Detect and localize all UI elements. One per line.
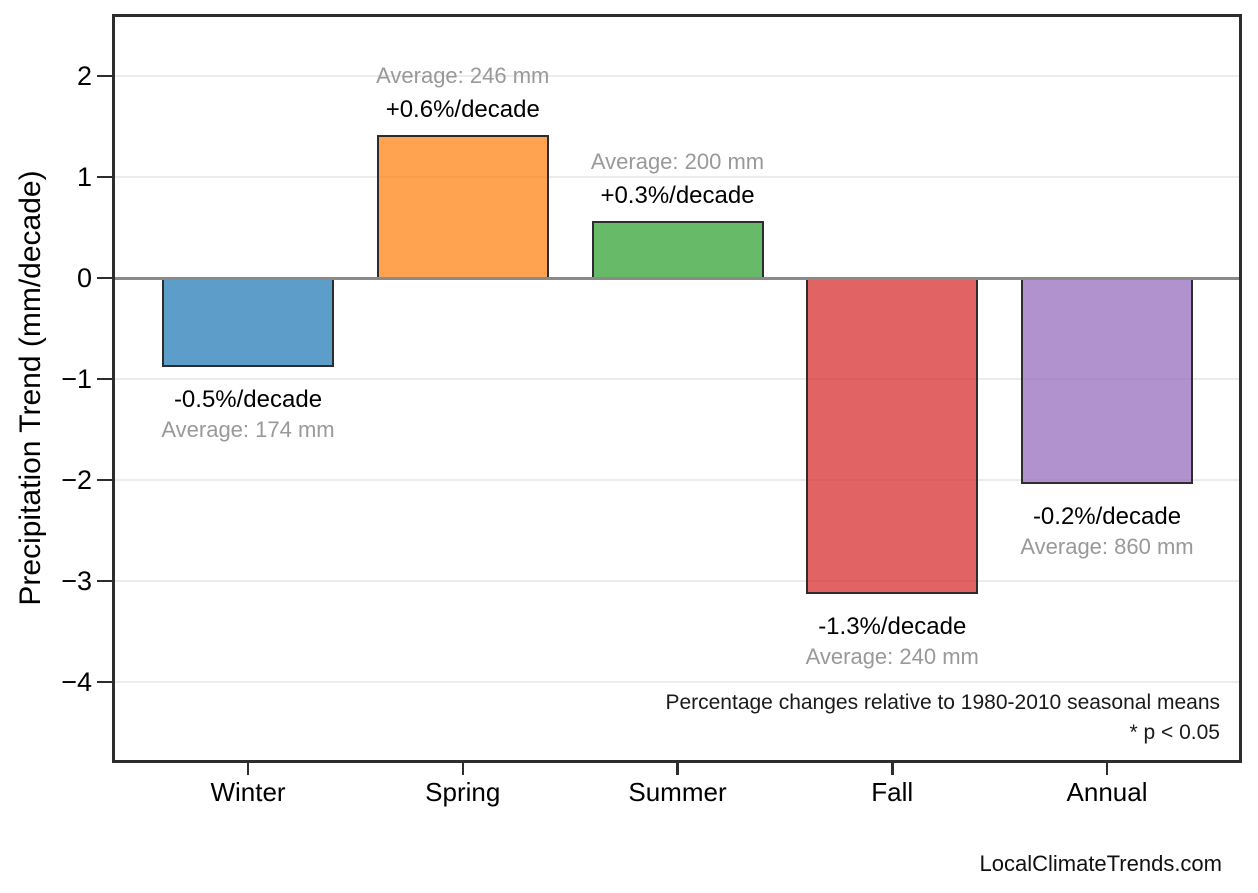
zero-line [115, 276, 1239, 280]
y-tick-1 [97, 175, 112, 179]
y-tick-label--3: −3 [61, 566, 92, 596]
gridline-y--3 [115, 580, 1239, 582]
footnote-line-2: * p < 0.05 [1129, 721, 1221, 744]
y-tick-label--4: −4 [61, 667, 92, 697]
x-tick-label-annual: Annual [1066, 777, 1148, 807]
y-tick-label--2: −2 [61, 465, 92, 495]
x-tick-label-fall: Fall [871, 777, 914, 807]
y-tick-label--1: −1 [61, 364, 92, 394]
x-tick-label-spring: Spring [425, 777, 501, 807]
bar-label-pct-winter: -0.5%/decade [173, 385, 323, 413]
x-tick-spring [461, 763, 464, 775]
x-tick-label-winter: Winter [210, 777, 286, 807]
bar-label-avg-winter: Average: 174 mm [161, 416, 335, 442]
gridline-y-2 [115, 75, 1239, 77]
x-tick-label-summer: Summer [628, 777, 727, 807]
y-tick-2 [97, 74, 112, 78]
y-tick--2 [97, 478, 112, 482]
y-tick-label-2: 2 [76, 61, 92, 91]
y-tick--3 [97, 579, 112, 583]
y-tick-0 [97, 276, 112, 280]
bar-label-pct-fall: -1.3%/decade [818, 613, 967, 641]
watermark-text: LocalClimateTrends.com [979, 851, 1223, 876]
gridline-y--2 [115, 479, 1239, 481]
chart-footnote: Percentage changes relative to 1980-2010… [665, 688, 1220, 748]
bar-label-avg-spring: Average: 246 mm [376, 62, 550, 88]
bar-label-avg-summer: Average: 200 mm [590, 149, 765, 175]
x-tick-annual [1105, 763, 1109, 775]
gridline-y--4 [115, 681, 1239, 683]
bar-winter [162, 278, 334, 367]
x-tick-winter [246, 763, 250, 775]
x-tick-fall [891, 763, 894, 775]
gridline-y-1 [115, 176, 1239, 178]
y-tick-label-0: 0 [76, 263, 92, 293]
bar-annual [1021, 278, 1193, 485]
footnote-line-1: Percentage changes relative to 1980-2010… [665, 691, 1220, 714]
y-tick-label-1: 1 [76, 162, 92, 192]
bar-summer [591, 221, 764, 279]
bar-label-avg-annual: Average: 860 mm [1020, 534, 1194, 560]
bar-label-pct-spring: +0.6%/decade [385, 95, 540, 123]
bar-fall [806, 278, 979, 595]
x-tick-summer [676, 763, 679, 775]
bar-spring [376, 134, 549, 279]
bar-label-pct-annual: -0.2%/decade [1032, 503, 1182, 531]
bar-label-avg-fall: Average: 240 mm [805, 644, 979, 670]
gridline-y--1 [115, 378, 1239, 380]
y-tick--1 [97, 377, 112, 381]
y-tick--4 [97, 680, 112, 684]
bar-label-pct-summer: +0.3%/decade [600, 182, 755, 210]
